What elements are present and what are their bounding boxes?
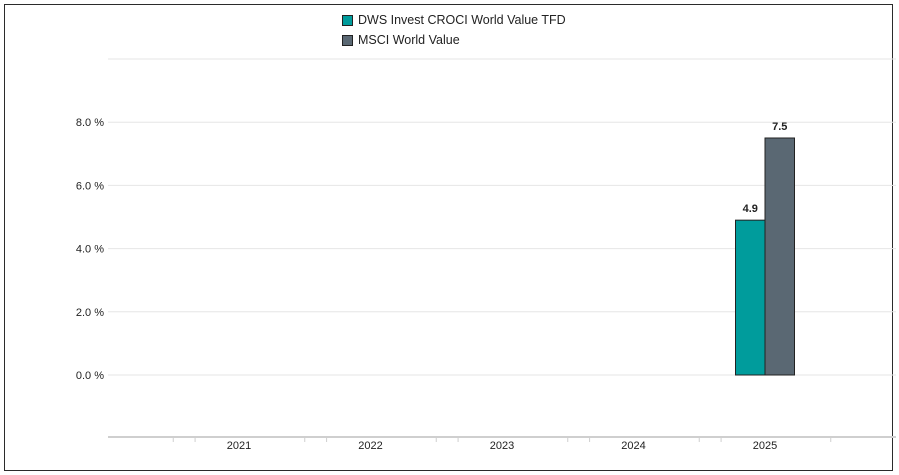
x-tick-label: 2024 bbox=[621, 440, 645, 452]
y-tick-label: 0.0 % bbox=[76, 370, 104, 382]
data-label: 4.9 bbox=[743, 203, 758, 215]
legend-swatch-series-2 bbox=[342, 34, 353, 46]
legend-label-series-1: DWS Invest CROCI World Value TFD bbox=[358, 13, 566, 27]
legend-swatch-series-1 bbox=[342, 14, 353, 26]
legend-label-series-2: MSCI World Value bbox=[358, 33, 460, 47]
y-tick-label: 2.0 % bbox=[76, 307, 104, 319]
x-axis: 2021 2022 2023 2024 2025 bbox=[108, 436, 896, 452]
data-label: 7.5 bbox=[772, 121, 787, 133]
y-axis-tick-labels: 8.0 % 6.0 % 4.0 % 2.0 % 0.0 % bbox=[76, 117, 104, 382]
legend-item-series-2[interactable]: MSCI World Value bbox=[342, 30, 566, 50]
x-tick-label: 2023 bbox=[490, 440, 514, 452]
chart-legend: DWS Invest CROCI World Value TFD MSCI Wo… bbox=[342, 10, 566, 50]
x-tick-label: 2021 bbox=[227, 440, 251, 452]
y-tick-label: 6.0 % bbox=[76, 180, 104, 192]
y-tick-label: 8.0 % bbox=[76, 117, 104, 129]
data-labels: 4.9 7.5 bbox=[743, 121, 788, 215]
legend-item-series-1[interactable]: DWS Invest CROCI World Value TFD bbox=[342, 10, 566, 30]
bar-series-1-2025 bbox=[735, 219, 766, 376]
x-tick-label: 2022 bbox=[358, 440, 382, 452]
x-tick-label: 2025 bbox=[753, 440, 777, 452]
y-tick-label: 4.0 % bbox=[76, 244, 104, 256]
bars bbox=[735, 137, 795, 376]
bar-series-2-2025 bbox=[764, 137, 795, 376]
